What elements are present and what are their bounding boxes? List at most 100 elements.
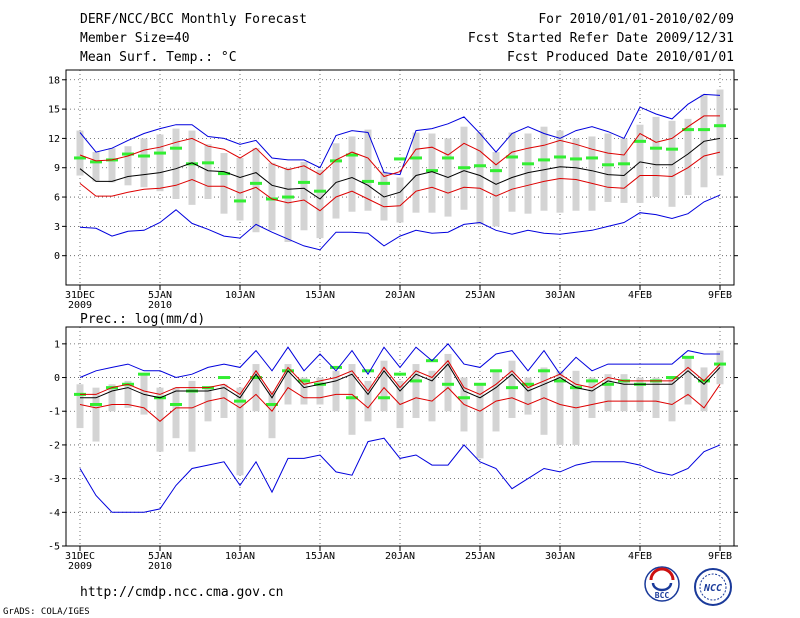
spread-bar <box>540 126 548 211</box>
median-mark <box>666 147 678 151</box>
spread-bar <box>364 129 372 211</box>
spread-bar <box>140 138 148 188</box>
median-mark <box>346 396 358 400</box>
y-tick-label: -5 <box>48 542 60 553</box>
spread-bar <box>76 130 84 176</box>
median-mark <box>554 379 566 383</box>
spread-bar <box>284 167 292 242</box>
median-mark <box>666 376 678 380</box>
median-mark <box>618 162 630 166</box>
spread-bar <box>188 380 196 452</box>
spread-bar <box>124 380 132 408</box>
median-mark <box>346 153 358 157</box>
spread-bar <box>380 360 388 412</box>
y-tick-label: 1 <box>54 339 60 350</box>
p90-line <box>79 115 720 178</box>
x-tick-year-label: 2009 <box>68 300 92 311</box>
spread-bar <box>92 152 100 182</box>
median-mark <box>522 382 534 386</box>
spread-bar <box>188 130 196 205</box>
x-tick-label: 31DEC <box>65 290 95 301</box>
median-mark <box>474 164 486 168</box>
ncc-logo-inner-ring <box>699 573 727 601</box>
median-mark <box>298 379 310 383</box>
median-mark <box>154 151 166 155</box>
median-mark <box>490 169 502 173</box>
median-mark <box>538 369 550 373</box>
y-tick-label: 6 <box>54 193 60 204</box>
y-tick-label: -4 <box>48 508 60 519</box>
spread-bar <box>300 161 308 231</box>
ncc-logo: NCC <box>694 568 732 606</box>
spread-bar <box>156 134 164 192</box>
x-tick-label: 10JAN <box>225 290 255 301</box>
bcc-logo: BCC <box>644 566 680 602</box>
median-mark <box>634 139 646 143</box>
spread-bar <box>700 367 708 412</box>
median-mark <box>650 146 662 150</box>
median-mark <box>698 128 710 132</box>
median-mark <box>234 199 246 203</box>
x-tick-label: 20JAN <box>385 290 415 301</box>
spread-bar <box>156 387 164 452</box>
forecast-period: For 2010/01/01-2010/02/09 <box>538 12 734 27</box>
ensemble-mean-line <box>79 137 721 200</box>
median-mark <box>362 179 374 183</box>
spread-bar <box>220 153 228 214</box>
spread-bar <box>108 384 116 412</box>
website-url[interactable]: http://cmdp.ncc.cma.gov.cn <box>80 585 284 600</box>
spread-bar <box>668 120 676 207</box>
spread-bar <box>540 367 548 435</box>
median-mark <box>442 382 454 386</box>
median-mark <box>586 379 598 383</box>
bcc-logo-arc-blue <box>651 582 673 592</box>
spread-bar <box>556 130 564 213</box>
median-mark <box>218 376 230 380</box>
chart-title: DERF/NCC/BCC Monthly Forecast <box>80 12 307 27</box>
spread-bar <box>588 377 596 418</box>
forecast-produced-date: Fcst Produced Date 2010/01/01 <box>507 50 734 65</box>
median-mark <box>330 365 342 369</box>
median-mark <box>394 372 406 376</box>
median-mark <box>138 154 150 158</box>
spread-bar <box>620 374 628 412</box>
x-tick-label: 15JAN <box>305 551 335 562</box>
x-tick-label: 15JAN <box>305 290 335 301</box>
median-mark <box>170 146 182 150</box>
spread-bar <box>284 364 292 405</box>
spread-bar <box>268 162 276 231</box>
spread-bar <box>636 124 644 203</box>
spread-bar <box>172 387 180 439</box>
median-mark <box>714 362 726 366</box>
median-mark <box>586 156 598 160</box>
spread-bar <box>252 148 260 233</box>
spread-bar <box>716 89 724 176</box>
median-mark <box>378 181 390 185</box>
precip-variable-label: Prec.: log(mm/d) <box>80 312 205 327</box>
median-mark <box>202 161 214 165</box>
spread-bar <box>316 169 324 239</box>
x-tick-year-label: 2010 <box>148 561 172 572</box>
variable-label: Mean Surf. Temp.: °C <box>80 50 237 65</box>
x-tick-label: 10JAN <box>225 551 255 562</box>
x-tick-label: 25JAN <box>465 290 495 301</box>
median-mark <box>602 382 614 386</box>
median-mark <box>602 163 614 167</box>
spread-bar <box>444 353 452 412</box>
median-mark <box>458 166 470 170</box>
p10-line <box>79 151 721 212</box>
spread-bar <box>412 132 420 213</box>
x-tick-label: 4FEB <box>628 551 652 562</box>
spread-bar <box>508 360 516 418</box>
min-line <box>79 437 721 513</box>
median-mark <box>186 162 198 166</box>
member-size: Member Size=40 <box>80 31 190 46</box>
spread-bar <box>364 380 372 422</box>
grads-credit: GrADS: COLA/IGES <box>3 607 90 617</box>
median-mark <box>170 402 182 406</box>
x-tick-year-label: 2010 <box>148 300 172 311</box>
p90-line <box>80 359 721 396</box>
median-mark <box>362 369 374 373</box>
max-line <box>79 343 720 379</box>
spread-bar <box>556 370 564 445</box>
